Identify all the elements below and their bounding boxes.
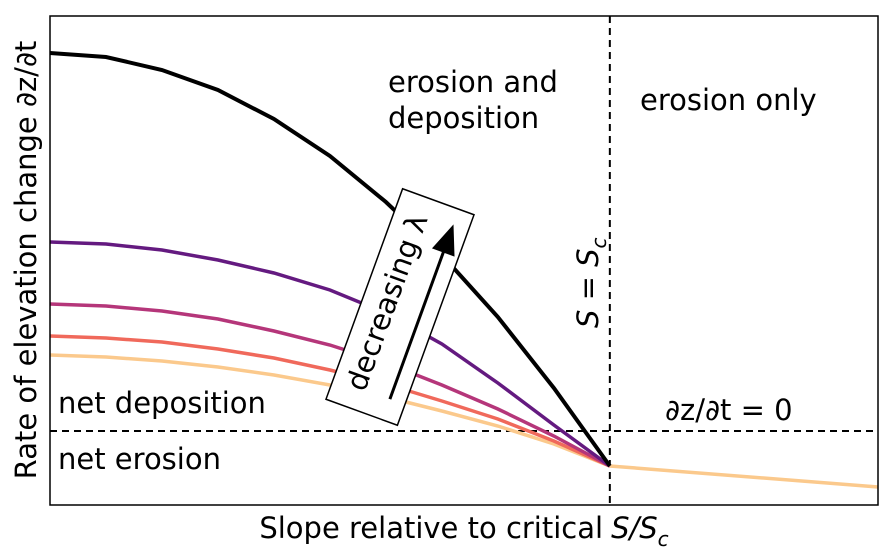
- line: [49, 51, 612, 468]
- arrow: [388, 250, 446, 400]
- line: [49, 240, 611, 468]
- annotation: c: [587, 237, 611, 248]
- annotation: S = Sc: [571, 237, 611, 328]
- x-axis-label: Slope relative to critical S/Sc: [259, 511, 668, 548]
- annotation: ∂z/∂t = 0: [665, 393, 793, 427]
- annotation: erosion only: [640, 83, 817, 117]
- annotation: S = S: [571, 248, 605, 328]
- plot-area: [49, 16, 879, 505]
- line: [49, 302, 611, 468]
- arrowhead: [431, 224, 455, 257]
- annotation: net deposition: [58, 386, 266, 420]
- x-axis-label: Slope relative to critical: [259, 511, 603, 545]
- line: [49, 334, 611, 468]
- annotation: erosion and: [388, 65, 558, 99]
- annotation: net erosion: [58, 442, 221, 476]
- x-axis-label: S/S: [611, 511, 658, 545]
- y-axis-label: Rate of elevation change ∂z/∂t: [9, 41, 43, 480]
- annotation: deposition: [388, 101, 539, 135]
- axes-frame: [49, 15, 879, 506]
- x-axis-label: c: [658, 527, 669, 548]
